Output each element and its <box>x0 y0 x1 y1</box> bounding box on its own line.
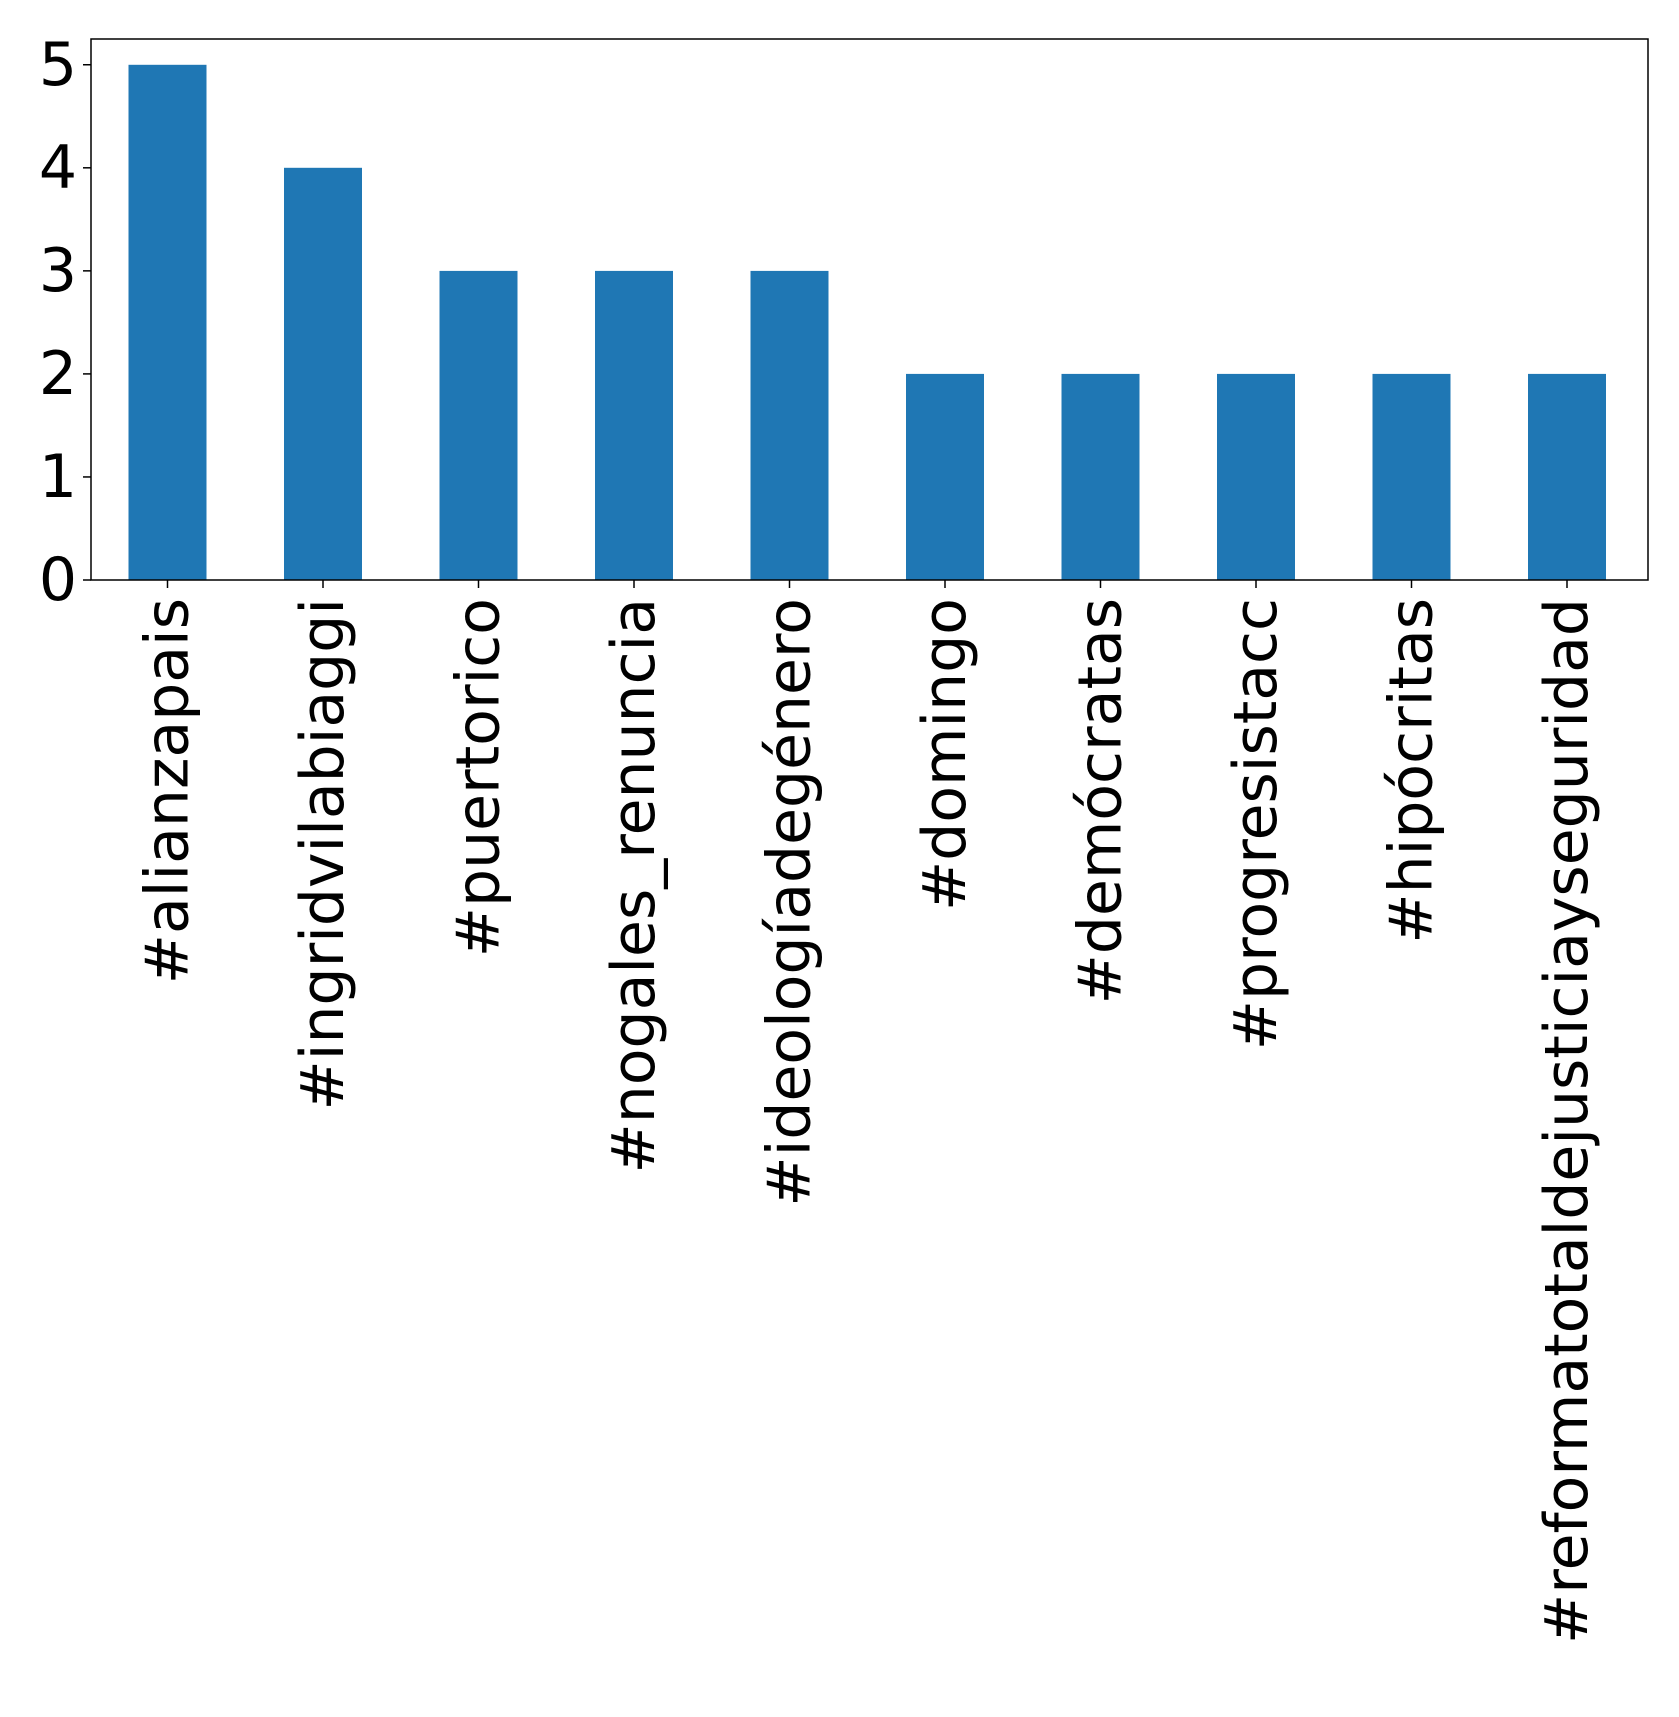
bar <box>1528 373 1606 580</box>
y-tick-label: 2 <box>39 339 77 409</box>
x-tick-label: #domingo <box>910 598 980 911</box>
y-tick-label: 4 <box>39 133 77 203</box>
bars-group <box>128 64 1606 581</box>
y-tick-label: 3 <box>39 236 77 306</box>
bar <box>1372 373 1451 580</box>
bar <box>284 167 362 581</box>
x-tick-label: #demócratas <box>1066 598 1136 1004</box>
y-axis: 0 1 2 3 4 5 <box>39 30 91 615</box>
bar <box>439 270 518 580</box>
x-tick-label: #ingridvilabiaggi <box>288 598 358 1110</box>
x-tick-label: #puertorico <box>444 598 514 957</box>
y-tick-label: 5 <box>39 30 77 100</box>
bar <box>595 270 673 580</box>
bar <box>128 64 207 581</box>
y-tick-label: 0 <box>39 545 77 615</box>
x-tick-label: #nogales_renuncia <box>599 598 669 1173</box>
x-axis: #alianzapais #ingridvilabiaggi #puertorico… <box>133 580 1602 1644</box>
bar <box>750 270 829 580</box>
x-tick-label: #progresistacc <box>1221 598 1291 1050</box>
x-tick-label: #hipócritas <box>1377 598 1447 944</box>
x-tick-label: #alianzapais <box>133 598 203 984</box>
bar <box>1061 373 1140 580</box>
x-tick-label: #ideologíadegénero <box>755 598 825 1207</box>
plot-frame <box>90 38 1649 581</box>
bar <box>1217 373 1295 580</box>
bar <box>906 373 984 580</box>
y-tick-label: 1 <box>39 442 77 512</box>
x-tick-label: #reformatotaldejusticiayseguridad <box>1532 598 1602 1644</box>
